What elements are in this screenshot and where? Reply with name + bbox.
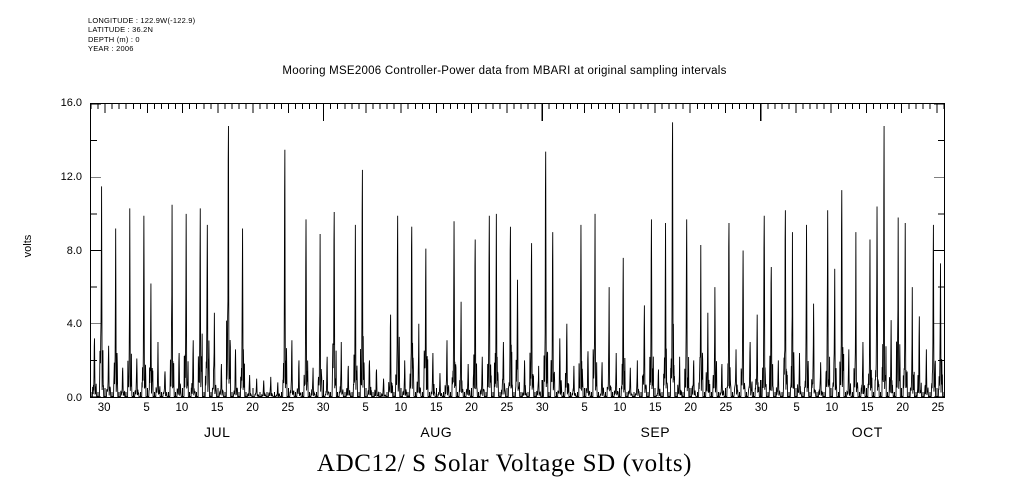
x-tick-label: 15 bbox=[648, 402, 662, 414]
timeseries-line bbox=[91, 104, 944, 397]
month-label: SEP bbox=[640, 424, 671, 440]
metadata-depth: DEPTH (m) : 0 bbox=[88, 34, 140, 44]
y-axis-labels: 0.0 4.0 8.0 12.0 16.0 bbox=[34, 97, 82, 404]
x-tick-label: 5 bbox=[793, 402, 800, 414]
x-tick-label: 10 bbox=[394, 402, 408, 414]
station-metadata: LONGITUDE : 122.9W(-122.9) LATITUDE : 36… bbox=[88, 16, 195, 54]
metadata-longitude: LONGITUDE : 122.9W(-122.9) bbox=[88, 16, 196, 25]
x-tick-label: 5 bbox=[581, 402, 588, 414]
month-label: AUG bbox=[420, 424, 453, 440]
x-tick-label: 25 bbox=[500, 402, 514, 414]
x-tick-label: 30 bbox=[535, 402, 549, 414]
y-tick-label: 0.0 bbox=[66, 392, 82, 404]
x-axis-month-labels: JUL AUG SEP OCT bbox=[90, 424, 945, 446]
x-tick-label: 5 bbox=[143, 402, 150, 414]
series-path bbox=[91, 122, 944, 397]
x-tick-label: 30 bbox=[316, 402, 330, 414]
x-tick-label: 10 bbox=[613, 402, 627, 414]
x-tick-label: 15 bbox=[860, 402, 874, 414]
month-label: JUL bbox=[203, 424, 231, 440]
x-tick-label: 25 bbox=[931, 402, 945, 414]
metadata-latitude: LATITUDE : 36.2N bbox=[88, 25, 154, 35]
chart-caption: ADC12/ S Solar Voltage SD (volts) bbox=[316, 450, 693, 477]
y-tick-label: 12.0 bbox=[60, 170, 82, 183]
x-tick-label: 20 bbox=[896, 402, 909, 414]
plot-frame bbox=[90, 103, 945, 398]
x-tick-label: 10 bbox=[175, 402, 189, 414]
x-axis-labels: 30 5 10 15 20 25 30 5 10 15 20 25 30 5 10 15 20 25 30 5 10 15… bbox=[90, 402, 945, 422]
x-tick-label: 20 bbox=[465, 402, 478, 414]
x-tick-label: 30 bbox=[754, 402, 768, 414]
y-tick-label: 16.0 bbox=[60, 97, 82, 109]
x-tick-label: 20 bbox=[246, 402, 259, 414]
y-axis-title: volts bbox=[22, 234, 34, 258]
x-tick-label: 10 bbox=[825, 402, 839, 414]
chart-title: Mooring MSE2006 Controller-Power data fr… bbox=[282, 65, 727, 77]
month-label: OCT bbox=[851, 424, 883, 440]
x-tick-label: 25 bbox=[719, 402, 733, 414]
metadata-year: YEAR : 2006 bbox=[88, 44, 134, 54]
x-tick-label: 5 bbox=[362, 402, 369, 414]
x-tick-label: 15 bbox=[429, 402, 443, 414]
x-tick-label: 20 bbox=[684, 402, 698, 414]
x-tick-label: 30 bbox=[97, 402, 111, 414]
x-tick-label: 15 bbox=[210, 402, 224, 414]
y-tick-label: 4.0 bbox=[66, 318, 82, 331]
x-tick-label: 25 bbox=[281, 402, 295, 414]
y-tick-label: 8.0 bbox=[66, 244, 82, 257]
